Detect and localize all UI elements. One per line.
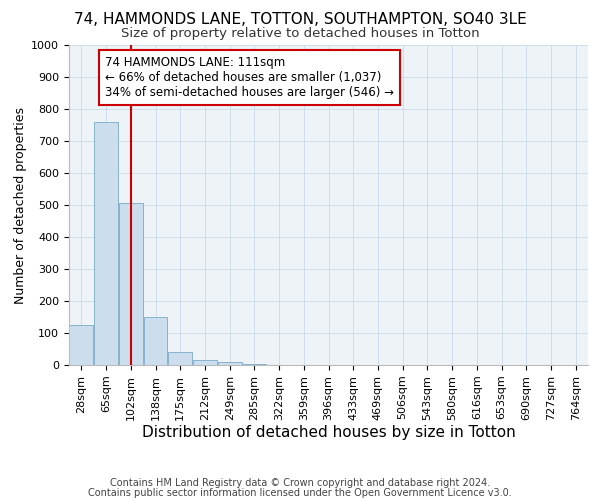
Bar xyxy=(168,352,192,365)
Bar xyxy=(119,204,143,365)
Text: 74 HAMMONDS LANE: 111sqm
← 66% of detached houses are smaller (1,037)
34% of sem: 74 HAMMONDS LANE: 111sqm ← 66% of detach… xyxy=(106,56,394,99)
Text: Contains HM Land Registry data © Crown copyright and database right 2024.: Contains HM Land Registry data © Crown c… xyxy=(110,478,490,488)
Text: Size of property relative to detached houses in Totton: Size of property relative to detached ho… xyxy=(121,28,479,40)
Bar xyxy=(143,317,167,365)
Y-axis label: Number of detached properties: Number of detached properties xyxy=(14,106,27,304)
Bar xyxy=(94,122,118,365)
Text: 74, HAMMONDS LANE, TOTTON, SOUTHAMPTON, SO40 3LE: 74, HAMMONDS LANE, TOTTON, SOUTHAMPTON, … xyxy=(74,12,526,28)
Bar xyxy=(242,364,266,365)
Bar xyxy=(70,325,94,365)
X-axis label: Distribution of detached houses by size in Totton: Distribution of detached houses by size … xyxy=(142,426,515,440)
Bar xyxy=(193,360,217,365)
Text: Contains public sector information licensed under the Open Government Licence v3: Contains public sector information licen… xyxy=(88,488,512,498)
Bar xyxy=(218,362,242,365)
